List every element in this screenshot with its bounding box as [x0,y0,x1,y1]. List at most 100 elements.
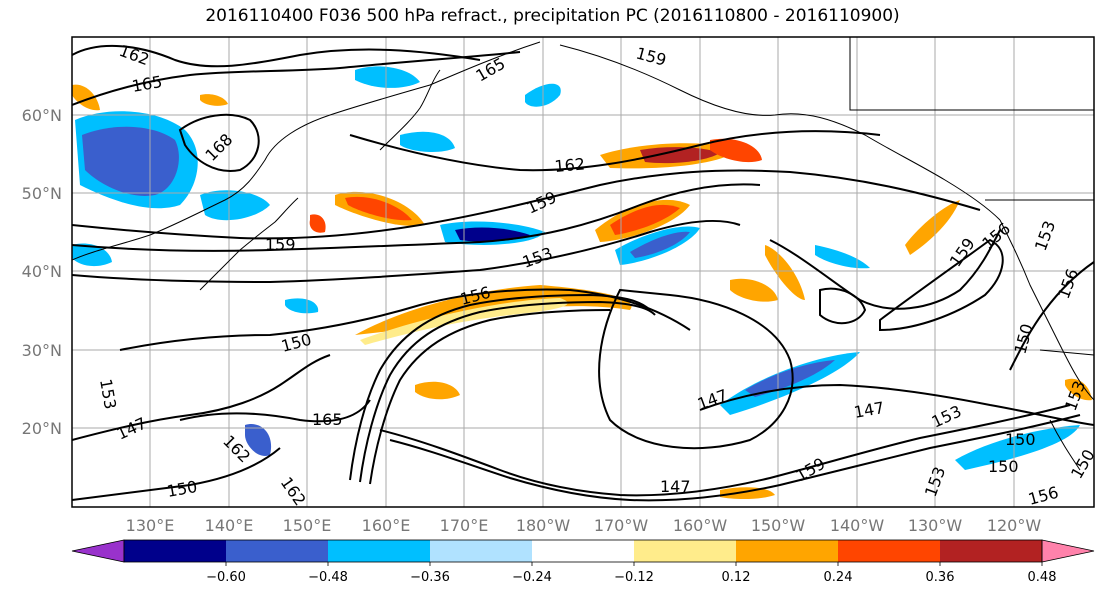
contour-159-b [72,183,761,252]
colorbar-tick-label: 0.36 [926,570,955,585]
precip-shading [72,66,1092,500]
coast-asia [72,41,541,261]
contour-loop-1 [598,288,794,450]
lon-label: 130°E [126,516,175,535]
pos-anomaly-npac-center-core [610,204,680,235]
contour-label: 165 [312,410,343,429]
lat-label: 20°N [22,419,62,438]
lon-label: 160°E [362,516,411,535]
contour-label: 162 [554,154,586,176]
neg-anomaly-north-1 [355,66,420,88]
lon-label: 160°W [673,516,728,535]
colorbar-extend-low [71,539,125,563]
neg-anomaly-phil [245,424,272,456]
coast-baja [1049,419,1081,471]
lat-labels: 60°N 50°N 40°N 30°N 20°N [22,106,62,438]
colorbar-tick-label: 0.12 [722,570,751,585]
pos-anomaly-hokkaido-core [345,196,412,221]
pos-anomaly-nw-2 [200,94,228,106]
neg-anomaly-aleutian [815,245,870,269]
colorbar-tick-label: −0.60 [206,570,246,585]
map-area [72,37,1094,507]
pos-anomaly-subtrop-2 [309,214,326,233]
lat-label: 30°N [22,341,62,360]
contour-label: 159 [265,235,296,254]
pos-anomaly-aleutian-e [710,138,762,163]
lat-label: 50°N [22,184,62,203]
neg-anomaly-hawaii-ne-core [745,360,835,397]
lon-label: 150°E [283,516,332,535]
contour-label: 150 [1005,430,1036,449]
map-title: 2016110400 F036 500 hPa refract., precip… [205,6,900,26]
contour-label: 147 [660,477,691,496]
contour-150-east [1009,261,1094,371]
pos-anomaly-west-coast [905,200,960,255]
lon-labels: 130°E 140°E 150°E 160°E 170°E 180°W 170°… [126,516,1042,535]
lon-label: 140°E [205,516,254,535]
colorbar-tick-label: −0.24 [512,570,552,585]
pos-anomaly-subtrop-1 [415,381,460,400]
border-1 [849,37,1094,111]
neg-anomaly-japan-sea-core [82,126,179,196]
contour-165-south [179,399,371,423]
contour-165-north [72,51,521,106]
colorbar-outline [123,539,1043,563]
lat-label: 40°N [22,262,62,281]
lon-label: 180°W [516,516,571,535]
lon-label: 170°E [440,516,489,535]
map-frame [71,36,1095,508]
colorbar-segment [838,540,941,562]
pos-anomaly-nw-1 [72,84,100,111]
contour-jet-south-2 [389,414,1081,502]
contour-162-north [72,45,481,68]
contour-loop-2 [819,287,867,325]
lon-label: 120°W [987,516,1042,535]
colorbar-tick-label: −0.12 [614,570,654,585]
colorbar-segment [328,540,431,562]
colorbar-tick-label: −0.36 [410,570,450,585]
colorbar-segment [940,540,1043,562]
contour-162-mid [349,130,881,172]
contour-jet-2 [359,300,656,483]
lon-label: 140°W [830,516,885,535]
pos-anomaly-east-3 [1065,378,1092,401]
lon-label: 150°W [751,516,806,535]
border-3 [1039,349,1094,356]
coast-japan [199,197,299,291]
contour-159-a [72,169,981,240]
coast-na-west [999,219,1094,401]
contour-150-sw [72,447,281,501]
colorbar-tick-label: −0.48 [308,570,348,585]
neg-anomaly-japan-south [200,190,270,221]
colorbar-tick-label: 0.48 [1028,570,1057,585]
contours [72,45,1094,502]
contour-156-right [769,229,1001,310]
lon-label: 170°W [594,516,649,535]
colorbar-segment [532,540,635,562]
coast-alaska [559,44,1001,221]
lon-label: 130°W [908,516,963,535]
colorbar-segment [736,540,839,562]
contour-jet-south-1 [379,404,1071,497]
colorbar-tick-label: 0.24 [824,570,853,585]
coastlines [72,37,1094,471]
colorbar: −0.60 −0.48 −0.36 −0.24 −0.12 0.12 0.24 0.36 0.4… [71,539,1095,585]
pos-anomaly-sw [720,487,775,500]
neg-anomaly-npac-core [630,231,690,258]
contour-147-west [72,354,331,441]
neg-anomaly-okhotsk [400,131,455,152]
contour-153 [72,219,741,284]
pos-anomaly-east-diag [765,245,805,300]
pos-anomaly-east-2 [730,278,778,302]
contour-168 [178,113,260,172]
lat-label: 60°N [22,106,62,125]
coast-kamchatka [379,69,441,151]
colorbar-extend-high [1041,539,1095,563]
colorbar-segment [430,540,533,562]
contour-147-east [699,383,1094,426]
colorbar-segment [226,540,329,562]
colorbar-segment [124,540,227,562]
contour-label: 150 [988,457,1019,476]
contour-east-lobe [879,238,1004,332]
